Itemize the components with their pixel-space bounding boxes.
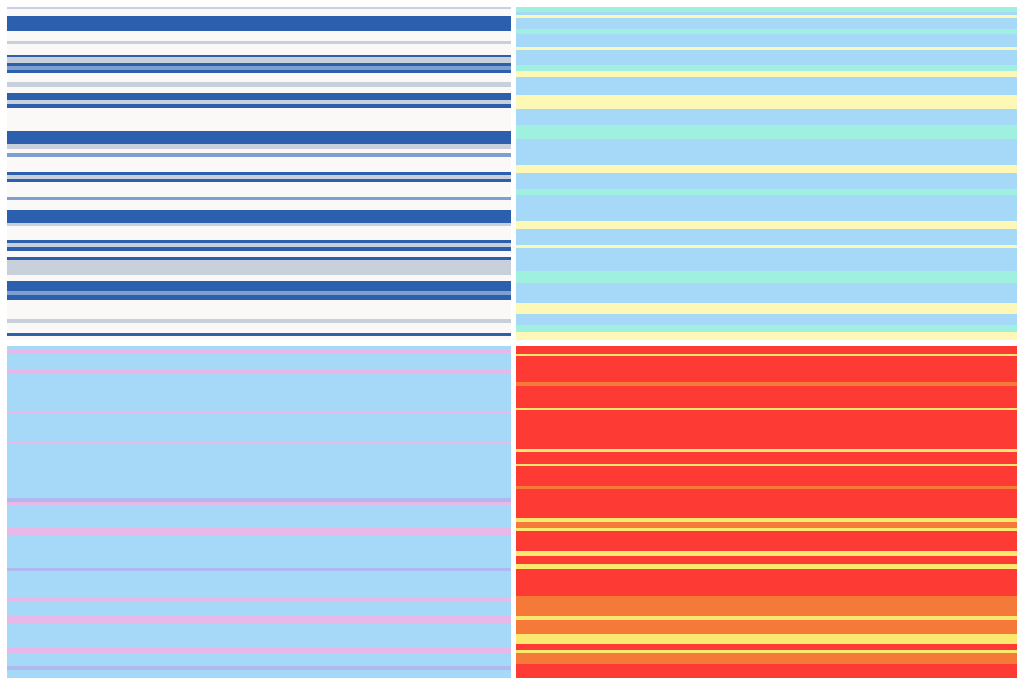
stripe-panel <box>7 346 511 678</box>
stripe-panel <box>7 7 511 340</box>
stripe-panel <box>516 346 1017 678</box>
stripe-panel <box>516 7 1017 340</box>
